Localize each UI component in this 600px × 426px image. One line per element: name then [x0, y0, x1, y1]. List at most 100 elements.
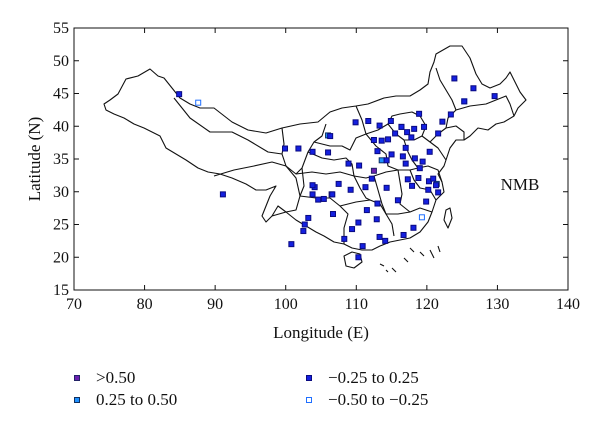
data-point [408, 134, 415, 141]
data-point [355, 219, 362, 226]
data-point [362, 184, 369, 191]
legend-item: −0.25 to 0.25 [306, 368, 419, 388]
data-point [435, 189, 442, 196]
data-point [404, 176, 411, 183]
legend-item: 0.25 to 0.50 [74, 390, 177, 410]
data-point [349, 226, 356, 233]
data-point [433, 182, 440, 189]
data-point [288, 241, 295, 248]
data-point [426, 148, 433, 155]
legend-swatch [74, 375, 80, 381]
data-point [370, 137, 377, 144]
data-point [355, 254, 362, 261]
data-point [309, 182, 316, 189]
data-point [363, 207, 370, 214]
legend: >0.50 −0.25 to 0.25 0.25 to 0.50 −0.50 to −… [0, 360, 600, 420]
data-point [383, 157, 390, 164]
axes: 70 80 90 100 110 120 130 140 15 20 25 30 35 40 45 50 55 L… [25, 20, 580, 342]
data-point [387, 118, 394, 125]
x-tick-label: 140 [556, 296, 580, 313]
data-point [378, 137, 385, 144]
y-tick-label: 15 [53, 282, 69, 299]
y-tick-label: 25 [53, 217, 69, 234]
data-point [374, 200, 381, 207]
y-tick-label: 45 [53, 86, 69, 103]
data-point [416, 165, 423, 172]
data-point [301, 221, 308, 228]
data-point [435, 130, 442, 137]
x-tick-label: 80 [137, 296, 153, 313]
legend-swatch [74, 397, 80, 403]
data-point [382, 237, 389, 244]
data-point [219, 191, 226, 198]
data-point [418, 214, 425, 221]
legend-label: −0.25 to 0.25 [328, 368, 419, 387]
legend-label: −0.50 to −0.25 [328, 390, 429, 409]
data-point [447, 111, 454, 118]
legend-swatch [306, 375, 312, 381]
data-point [491, 93, 498, 100]
y-tick-label: 20 [53, 249, 69, 266]
data-point [439, 118, 446, 125]
data-point [411, 125, 418, 132]
data-point [402, 144, 409, 151]
data-points [176, 75, 498, 261]
data-point [423, 198, 430, 205]
data-point [329, 191, 336, 198]
y-tick-label: 55 [53, 20, 69, 37]
x-tick-label: 110 [345, 296, 368, 313]
data-point [329, 211, 336, 218]
data-point [378, 157, 385, 164]
y-tick-label: 40 [53, 118, 69, 135]
data-point [341, 235, 348, 242]
data-point [470, 85, 477, 92]
plot-frame [73, 27, 569, 291]
x-tick-label: 120 [415, 296, 439, 313]
data-point [295, 145, 302, 152]
china-map-outline [103, 45, 527, 273]
legend-label: >0.50 [96, 368, 136, 387]
data-point [368, 175, 375, 182]
data-point [376, 122, 383, 129]
data-point [411, 155, 418, 162]
data-point [421, 123, 428, 130]
data-point [327, 133, 334, 140]
data-point [394, 197, 401, 204]
data-point [374, 148, 381, 155]
data-point [404, 129, 411, 136]
legend-item: −0.50 to −0.25 [306, 390, 428, 410]
data-point [402, 160, 409, 167]
data-point [300, 228, 307, 235]
x-tick-label: 130 [485, 296, 509, 313]
data-point [352, 119, 359, 126]
data-point [365, 118, 372, 125]
x-tick-label: 90 [207, 296, 223, 313]
data-point [325, 149, 332, 156]
data-point [400, 231, 407, 238]
scatter-chart: 70 80 90 100 110 120 130 140 15 20 25 30 35 40 45 50 55 L… [25, 20, 580, 342]
data-point [416, 110, 423, 117]
data-point [370, 167, 377, 174]
x-tick-label: 70 [66, 296, 82, 313]
data-point [430, 175, 437, 182]
data-point [309, 148, 316, 155]
y-tick-label: 30 [53, 184, 69, 201]
data-point [320, 195, 327, 202]
data-point [356, 162, 363, 169]
data-point [345, 160, 352, 167]
data-point [385, 136, 392, 143]
data-point [195, 99, 202, 106]
y-tick-label: 35 [53, 151, 69, 168]
data-point [419, 158, 426, 165]
data-point [347, 186, 354, 193]
data-point [315, 196, 322, 203]
legend-swatch [306, 397, 312, 403]
data-point [451, 75, 458, 82]
y-tick-label: 50 [53, 53, 69, 70]
legend-label: 0.25 to 0.50 [96, 390, 178, 409]
chart-annotation: NMB [501, 175, 540, 194]
data-point [410, 224, 417, 231]
data-point [335, 180, 342, 187]
data-point [425, 186, 432, 193]
data-point [376, 233, 383, 240]
